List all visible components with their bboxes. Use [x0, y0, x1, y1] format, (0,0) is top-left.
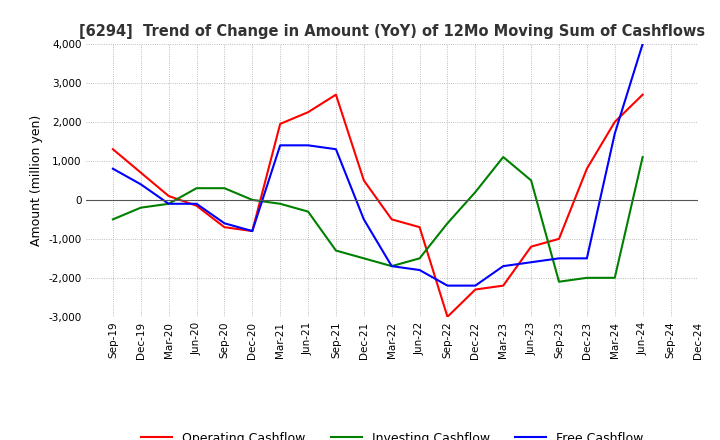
Free Cashflow — [527, 260, 536, 265]
Free Cashflow — [359, 217, 368, 222]
Investing Cashflow — [109, 217, 117, 222]
Operating Cashflow — [582, 166, 591, 171]
Operating Cashflow — [415, 224, 424, 230]
Investing Cashflow — [304, 209, 312, 214]
Investing Cashflow — [248, 197, 256, 202]
Free Cashflow — [304, 143, 312, 148]
Free Cashflow — [415, 268, 424, 273]
Operating Cashflow — [443, 314, 451, 319]
Investing Cashflow — [611, 275, 619, 280]
Free Cashflow — [109, 166, 117, 171]
Free Cashflow — [639, 41, 647, 47]
Investing Cashflow — [359, 256, 368, 261]
Free Cashflow — [276, 143, 284, 148]
Operating Cashflow — [137, 170, 145, 175]
Operating Cashflow — [611, 119, 619, 125]
Free Cashflow — [611, 131, 619, 136]
Free Cashflow — [332, 147, 341, 152]
Operating Cashflow — [554, 236, 563, 242]
Investing Cashflow — [192, 186, 201, 191]
Operating Cashflow — [220, 224, 229, 230]
Operating Cashflow — [332, 92, 341, 97]
Free Cashflow — [220, 220, 229, 226]
Operating Cashflow — [639, 92, 647, 97]
Investing Cashflow — [332, 248, 341, 253]
Line: Investing Cashflow: Investing Cashflow — [113, 157, 643, 282]
Operating Cashflow — [276, 121, 284, 127]
Free Cashflow — [387, 264, 396, 269]
Free Cashflow — [471, 283, 480, 288]
Operating Cashflow — [248, 228, 256, 234]
Operating Cashflow — [164, 193, 173, 198]
Free Cashflow — [164, 201, 173, 206]
Operating Cashflow — [109, 147, 117, 152]
Operating Cashflow — [499, 283, 508, 288]
Investing Cashflow — [582, 275, 591, 280]
Line: Operating Cashflow: Operating Cashflow — [113, 95, 643, 317]
Free Cashflow — [499, 264, 508, 269]
Investing Cashflow — [471, 190, 480, 195]
Investing Cashflow — [639, 154, 647, 160]
Operating Cashflow — [471, 287, 480, 292]
Investing Cashflow — [137, 205, 145, 210]
Free Cashflow — [137, 182, 145, 187]
Operating Cashflow — [527, 244, 536, 249]
Operating Cashflow — [387, 217, 396, 222]
Y-axis label: Amount (million yen): Amount (million yen) — [30, 115, 42, 246]
Investing Cashflow — [276, 201, 284, 206]
Free Cashflow — [192, 201, 201, 206]
Free Cashflow — [443, 283, 451, 288]
Title: [6294]  Trend of Change in Amount (YoY) of 12Mo Moving Sum of Cashflows: [6294] Trend of Change in Amount (YoY) o… — [79, 24, 706, 39]
Free Cashflow — [554, 256, 563, 261]
Investing Cashflow — [387, 264, 396, 269]
Investing Cashflow — [499, 154, 508, 160]
Investing Cashflow — [220, 186, 229, 191]
Operating Cashflow — [304, 110, 312, 115]
Investing Cashflow — [415, 256, 424, 261]
Investing Cashflow — [527, 178, 536, 183]
Line: Free Cashflow: Free Cashflow — [113, 44, 643, 286]
Investing Cashflow — [164, 201, 173, 206]
Legend: Operating Cashflow, Investing Cashflow, Free Cashflow: Operating Cashflow, Investing Cashflow, … — [136, 427, 649, 440]
Free Cashflow — [582, 256, 591, 261]
Operating Cashflow — [359, 178, 368, 183]
Free Cashflow — [248, 228, 256, 234]
Operating Cashflow — [192, 203, 201, 209]
Investing Cashflow — [554, 279, 563, 284]
Investing Cashflow — [443, 220, 451, 226]
